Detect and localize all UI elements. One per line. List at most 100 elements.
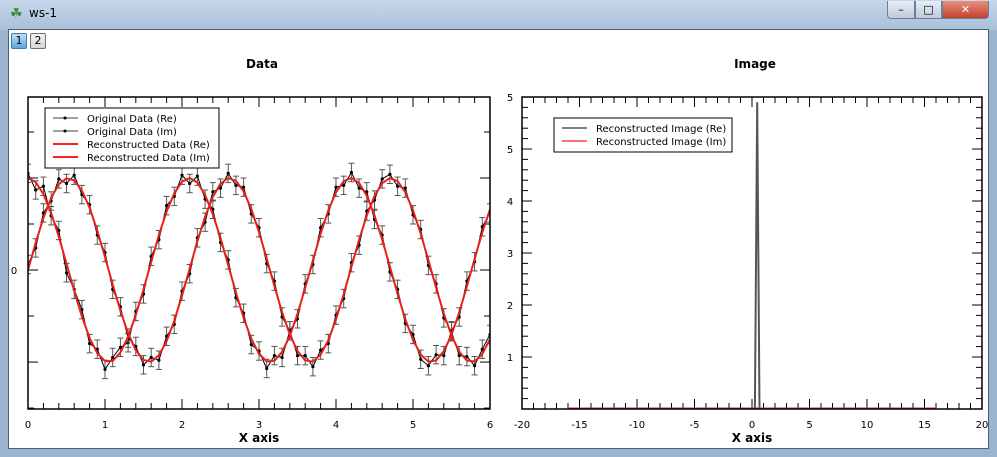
chart-title: Image <box>734 57 776 71</box>
x-tick-label: 0 <box>25 420 31 431</box>
x-tick-label: -10 <box>629 420 645 431</box>
title-bar: ☘ ws-1 – □ ✕ <box>0 0 997 30</box>
data-point <box>111 355 115 360</box>
x-tick-label: 20 <box>976 420 989 431</box>
x-tick-label: 5 <box>806 420 812 431</box>
close-icon: ✕ <box>960 3 971 16</box>
series-reconstructed-data-im- <box>28 176 490 363</box>
data-point <box>41 184 46 188</box>
series-line <box>568 102 936 409</box>
data-point <box>357 186 361 190</box>
data-point <box>457 354 461 358</box>
data-point <box>473 364 477 368</box>
x-tick-label: 2 <box>179 420 185 431</box>
legend-label: Reconstructed Image (Im) <box>596 137 726 148</box>
data-point <box>480 347 484 351</box>
series-line <box>28 176 490 363</box>
legend-label: Original Data (Re) <box>87 114 177 125</box>
data-point <box>272 354 276 358</box>
y-tick-label: 1 <box>507 353 513 364</box>
y-tick-label: 5 <box>507 93 513 104</box>
legend: Reconstructed Image (Re) Reconstructed Im… <box>553 117 733 153</box>
data-point <box>218 186 223 190</box>
data-point <box>349 170 353 175</box>
series-reconstructed-data-re- <box>28 176 490 363</box>
plot-frame <box>27 96 491 410</box>
data-point <box>118 345 122 349</box>
series-original-data-re- <box>28 162 490 380</box>
x-tick-label: 0 <box>749 420 755 431</box>
x-tick-label: -20 <box>514 420 530 431</box>
y-tick-label: 0 <box>11 266 17 277</box>
data-point <box>34 188 38 192</box>
x-tick-label: 10 <box>861 420 874 431</box>
x-tick-label: -5 <box>690 420 700 431</box>
data-point <box>149 355 153 360</box>
x-axis-label: X axis <box>732 431 773 445</box>
y-tick-label: 5 <box>507 145 513 156</box>
data-point <box>303 354 307 358</box>
series-reconstructed-image-re- <box>568 102 936 409</box>
x-tick-label: 5 <box>410 420 416 431</box>
data-point <box>57 177 61 181</box>
legend-box <box>553 117 733 153</box>
minimize-button[interactable]: – <box>887 1 915 19</box>
x-tick-label: 1 <box>102 420 108 431</box>
data-point <box>103 367 107 372</box>
legend: Original Data (Re) Original Data (Im) Reco… <box>44 107 220 169</box>
data-point <box>141 363 146 367</box>
chart-title: Data <box>246 57 278 71</box>
legend-marker <box>63 116 67 120</box>
data-point <box>157 358 161 362</box>
legend-marker <box>63 129 67 133</box>
data-point <box>242 185 246 189</box>
data-point <box>226 171 230 175</box>
series-line <box>28 176 490 363</box>
data-point <box>319 348 323 352</box>
legend-label: Reconstructed Data (Re) <box>87 140 210 151</box>
data-point <box>180 173 184 177</box>
data-point <box>165 204 169 208</box>
legend-label: Reconstructed Data (Im) <box>87 153 210 164</box>
data-point <box>403 186 407 190</box>
data-point <box>396 184 400 188</box>
data-point <box>334 185 338 189</box>
data-point <box>64 181 69 186</box>
window-title: ws-1 <box>29 6 58 20</box>
x-tick-label: 6 <box>487 420 493 431</box>
x-tick-label: 4 <box>333 420 339 431</box>
close-button[interactable]: ✕ <box>942 1 989 19</box>
minimize-icon: – <box>898 3 904 16</box>
data-point <box>342 183 346 187</box>
y-tick-label: 3 <box>507 249 513 260</box>
maximize-button[interactable]: □ <box>915 1 942 19</box>
legend-label: Reconstructed Image (Re) <box>596 124 726 135</box>
data-point <box>249 342 253 347</box>
data-point <box>295 354 300 358</box>
tab-1[interactable]: 1 <box>11 33 27 49</box>
data-point <box>380 177 384 181</box>
data-point <box>265 366 269 371</box>
data-point <box>64 271 69 275</box>
tab-2[interactable]: 2 <box>30 33 46 49</box>
maximize-icon: □ <box>923 3 934 16</box>
x-axis-label: X axis <box>239 431 280 445</box>
data-point <box>434 353 438 357</box>
data-point <box>195 174 199 178</box>
data-point <box>72 173 76 177</box>
data-point <box>388 172 392 176</box>
series-line <box>28 172 490 368</box>
legend-label: Original Data (Im) <box>87 127 177 138</box>
plot-frame <box>521 96 983 410</box>
data-point <box>88 342 92 346</box>
data-point <box>311 365 315 369</box>
x-tick-label: 3 <box>256 420 262 431</box>
plot-window: 1 2 <box>8 29 989 449</box>
x-tick-label: -15 <box>571 420 587 431</box>
plant-icon: ☘ <box>10 6 23 22</box>
data-point <box>280 355 284 360</box>
y-tick-label: 4 <box>507 197 513 208</box>
data-point <box>442 354 446 358</box>
